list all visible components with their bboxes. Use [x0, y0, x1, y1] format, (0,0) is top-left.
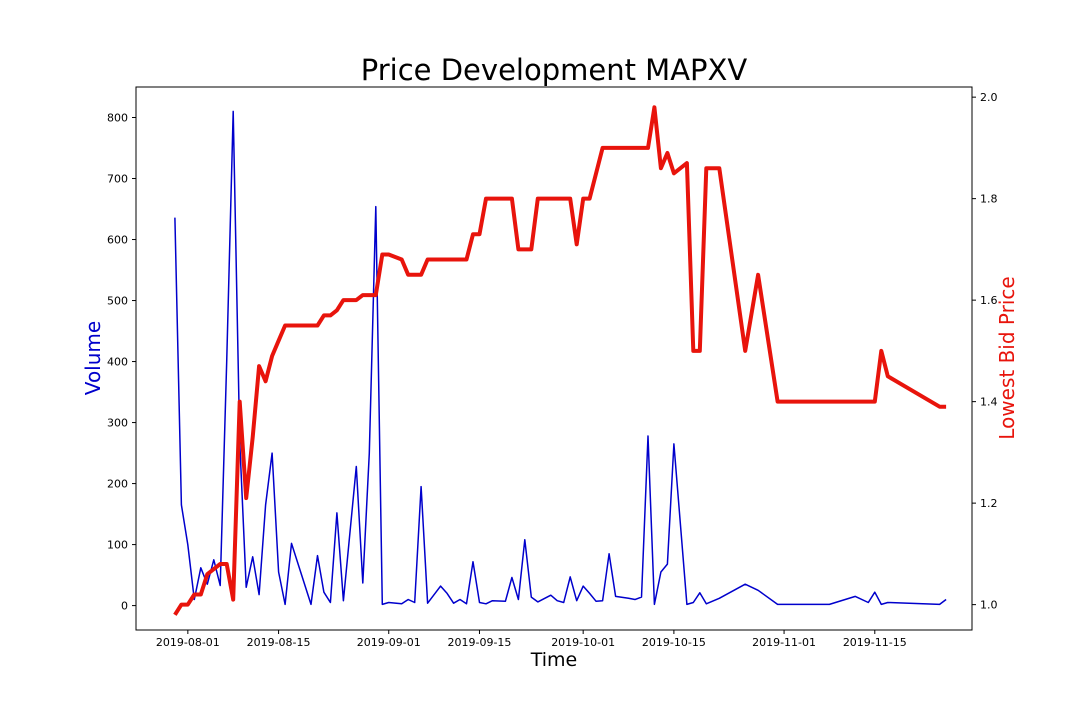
y-left-tick-label: 200 — [107, 478, 128, 491]
volume-series-line — [174, 110, 947, 606]
y-right-tick-label: 1.0 — [980, 599, 998, 612]
y-right-tick-label: 1.2 — [980, 497, 998, 510]
y-right-tick-label: 1.4 — [980, 396, 998, 409]
y-left-tick-label: 800 — [107, 112, 128, 125]
price-series-line — [173, 105, 947, 616]
x-tick-label: 2019-10-15 — [642, 636, 706, 649]
x-axis-label: Time — [530, 649, 578, 671]
y-left-tick-label: 300 — [107, 417, 128, 430]
x-tick-label: 2019-09-15 — [448, 636, 512, 649]
plot-frame — [135, 86, 973, 631]
y-axis-left-label: Volume — [81, 321, 105, 395]
x-axis-ticks: 2019-08-01 2019-08-15 2019-09-01 2019-09-15… — [156, 630, 907, 649]
y-left-tick-label: 500 — [107, 295, 128, 308]
chart-title: Price Development MAPXV — [361, 53, 748, 87]
x-tick-label: 2019-09-01 — [357, 636, 421, 649]
x-tick-label: 2019-08-01 — [156, 636, 220, 649]
x-tick-label: 2019-08-15 — [247, 636, 311, 649]
x-tick-label: 2019-10-01 — [551, 636, 615, 649]
x-tick-label: 2019-11-01 — [752, 636, 816, 649]
y-left-tick-label: 400 — [107, 356, 128, 369]
y-right-tick-label: 1.8 — [980, 193, 998, 206]
y-left-tick-label: 700 — [107, 173, 128, 186]
y-right-tick-label: 2.0 — [980, 91, 998, 104]
left-axis-ticks: 0 100 200 300 400 500 600 700 800 — [107, 112, 136, 613]
right-axis-ticks: 1.0 1.2 1.4 1.6 1.8 2.0 — [972, 91, 998, 612]
y-left-tick-label: 0 — [121, 600, 128, 613]
y-left-tick-label: 600 — [107, 234, 128, 247]
x-tick-label: 2019-11-15 — [843, 636, 907, 649]
y-axis-right-label: Lowest Bid Price — [995, 276, 1019, 439]
y-left-tick-label: 100 — [107, 539, 128, 552]
y-right-tick-label: 1.6 — [980, 294, 998, 307]
